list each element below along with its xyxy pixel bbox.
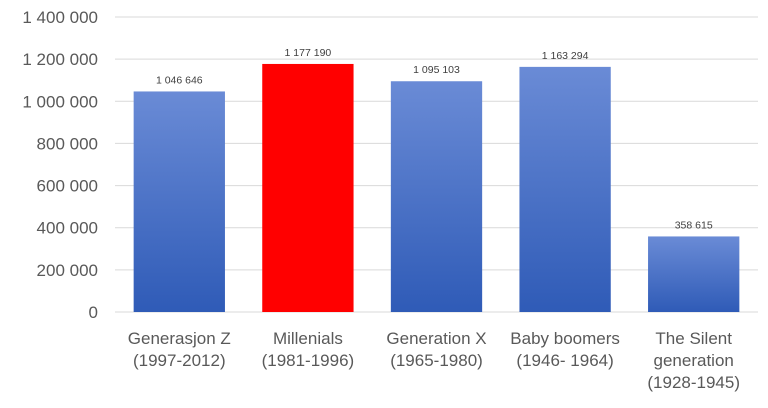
y-tick-label: 1 400 000 — [22, 8, 98, 27]
y-tick-label: 200 000 — [37, 261, 98, 280]
category-label: Generation X (1965-1980) — [386, 329, 486, 370]
y-axis-tick-labels: 0 200 000 400 000 600 000 800 000 1 000 000 1 … — [22, 8, 98, 322]
data-labels: 1 046 646 1 177 190 1 095 103 1 163 294 358 … — [156, 47, 713, 231]
data-label: 1 095 103 — [413, 64, 460, 76]
bar — [390, 81, 483, 312]
data-label: 1 177 190 — [285, 47, 332, 59]
bar — [519, 66, 611, 312]
category-labels: Generasjon Z (1997-2012) Millenials (1981-1… — [128, 329, 740, 392]
data-label: 1 163 294 — [542, 50, 589, 62]
y-tick-label: 1 200 000 — [22, 50, 98, 69]
category-label: Generasjon Z (1997-2012) — [128, 329, 231, 370]
bar — [648, 236, 740, 312]
category-label: Baby boomers (1946- 1964) — [510, 329, 620, 370]
data-label: 1 046 646 — [156, 74, 203, 86]
bars — [133, 63, 740, 313]
data-label: 358 615 — [675, 219, 713, 231]
y-tick-label: 400 000 — [37, 219, 98, 238]
bar — [262, 63, 354, 312]
category-label: Millenials (1981-1996) — [262, 329, 355, 370]
category-label: The Silent generation (1928-1945) — [647, 329, 740, 392]
y-tick-label: 1 000 000 — [22, 92, 98, 111]
bar — [133, 91, 225, 313]
y-tick-label: 800 000 — [37, 134, 98, 153]
y-tick-label: 0 — [89, 303, 98, 322]
y-tick-label: 600 000 — [37, 177, 98, 196]
